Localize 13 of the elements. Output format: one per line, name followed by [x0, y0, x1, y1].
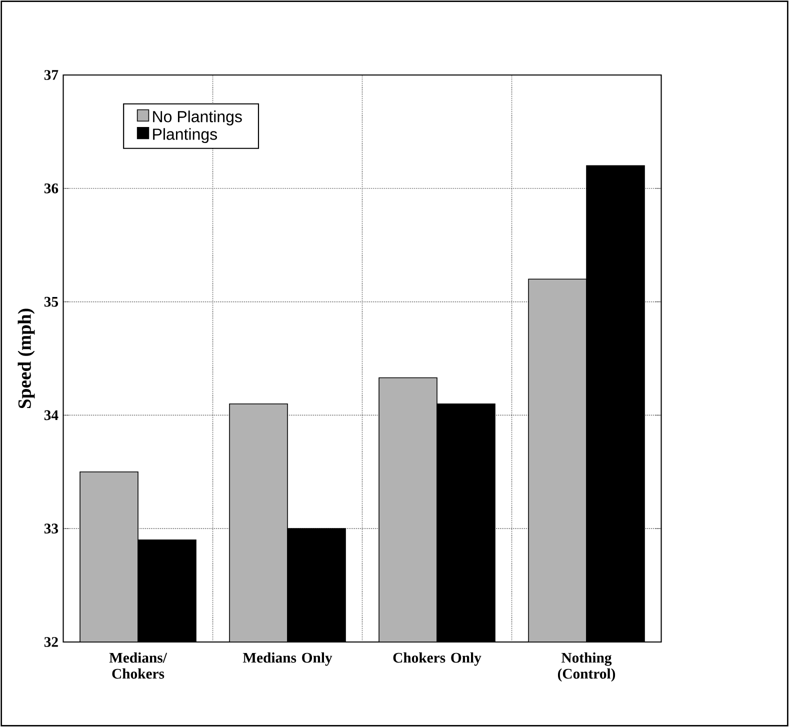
x-tick-label: Nothing (Control)	[558, 652, 616, 682]
y-tick-label: 32	[44, 637, 58, 647]
x-tick-label: Medians Only	[242, 652, 332, 666]
x-tick-label: Medians/ Chokers	[109, 652, 168, 679]
y-axis-title: Speed (mph)	[18, 308, 35, 408]
legend-label: Plantings	[153, 128, 218, 144]
y-tick-label: 33	[44, 524, 58, 534]
legend-label: No Plantings	[153, 110, 242, 126]
y-tick-label: 36	[44, 183, 58, 194]
y-tick-label: 37	[44, 70, 58, 80]
x-tick-label: Chokers Only	[393, 652, 482, 666]
y-tick-label: 34	[44, 410, 58, 420]
y-tick-label: 35	[44, 296, 58, 307]
